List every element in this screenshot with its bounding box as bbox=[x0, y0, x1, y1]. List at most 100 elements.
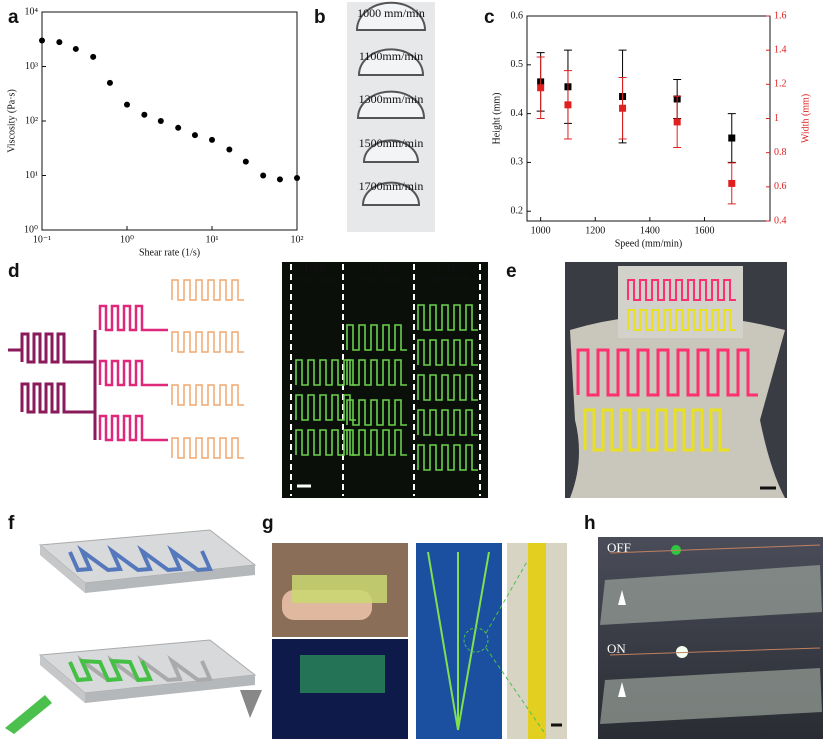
panel-letter: a bbox=[8, 7, 19, 28]
x-tick-label: 10² bbox=[291, 234, 304, 245]
speed-label: mm/min bbox=[361, 271, 402, 285]
y2-axis-label: Width (mm) bbox=[800, 94, 811, 143]
light-path bbox=[427, 551, 459, 731]
device bbox=[292, 575, 387, 603]
droplet bbox=[362, 139, 420, 163]
point bbox=[106, 79, 113, 86]
panel-letter: d bbox=[8, 261, 20, 282]
fluorescent-channel bbox=[417, 374, 478, 401]
yellow-channel bbox=[627, 309, 736, 331]
channel bbox=[148, 328, 168, 442]
marker bbox=[618, 590, 626, 605]
fluorescent-channel bbox=[417, 409, 478, 436]
x-axis-label: Speed (mm/min) bbox=[615, 238, 683, 249]
state-label: ON bbox=[607, 641, 626, 656]
point bbox=[242, 158, 249, 165]
point bbox=[124, 101, 130, 108]
fluorescent-channel bbox=[346, 399, 407, 426]
fluorescent-channel bbox=[295, 429, 356, 456]
y-axis-label: Height (mm) bbox=[491, 93, 502, 145]
red-channel bbox=[627, 279, 736, 301]
fluorescent-channel bbox=[295, 359, 356, 386]
speed-label: 1000 mm/min bbox=[357, 6, 425, 20]
point bbox=[619, 104, 627, 112]
channel-filled bbox=[68, 658, 153, 683]
arrow-out bbox=[240, 690, 262, 718]
speed-label: 1500. bbox=[436, 260, 463, 274]
y2-tick-label: 0.6 bbox=[774, 181, 787, 192]
plot-frame bbox=[41, 11, 298, 231]
speed-label: 1500mm/min bbox=[359, 136, 424, 150]
fluorescent-channel bbox=[417, 339, 478, 366]
y-tick-label: 0.6 bbox=[511, 10, 524, 21]
channel bbox=[98, 304, 148, 332]
channel bbox=[98, 359, 148, 387]
point bbox=[72, 45, 79, 52]
membrane bbox=[570, 315, 785, 498]
yellow-channel bbox=[583, 408, 729, 452]
y2-tick-label: 1 bbox=[774, 113, 779, 124]
speed-label: 1300. bbox=[368, 260, 395, 274]
speed-label: mm/min bbox=[429, 271, 470, 285]
panel-letter: e bbox=[506, 261, 517, 282]
speed-label: 1000. bbox=[304, 260, 331, 274]
point bbox=[728, 134, 736, 142]
wire bbox=[609, 544, 821, 656]
y-tick-label: 10⁴ bbox=[25, 6, 39, 17]
y-tick-label: 0.4 bbox=[511, 108, 524, 119]
channel bbox=[171, 384, 244, 406]
speed-label: mm/min bbox=[297, 271, 338, 285]
fluorescent-channel bbox=[417, 304, 478, 331]
droplet bbox=[361, 181, 421, 206]
fluorescent-channel bbox=[417, 444, 478, 471]
fiber bbox=[528, 543, 546, 739]
channel bbox=[98, 414, 148, 442]
speed-label: 1700mm/min bbox=[359, 179, 424, 193]
point bbox=[260, 172, 267, 179]
y2-tick-label: 0.4 bbox=[774, 215, 787, 226]
point bbox=[157, 118, 164, 124]
point bbox=[564, 101, 572, 109]
droplet bbox=[355, 1, 427, 31]
channel bbox=[20, 382, 70, 414]
slab bbox=[600, 565, 822, 625]
y-tick-label: 10¹ bbox=[25, 170, 38, 181]
light-path bbox=[457, 551, 490, 731]
y-tick-label: 10⁰ bbox=[24, 224, 38, 235]
fluorescent-channel bbox=[346, 429, 407, 456]
panel-letter: c bbox=[484, 7, 495, 28]
point bbox=[209, 136, 215, 143]
point bbox=[90, 53, 97, 60]
x-tick-label: 10⁰ bbox=[120, 234, 134, 245]
plate-edge bbox=[85, 565, 255, 593]
fluorescent-channel bbox=[346, 324, 407, 351]
droplet bbox=[356, 90, 426, 119]
point bbox=[276, 176, 283, 183]
channel bbox=[20, 332, 70, 364]
point bbox=[728, 179, 736, 187]
y2-tick-label: 0.8 bbox=[774, 147, 787, 158]
arrow-in bbox=[5, 695, 52, 734]
y-tick-label: 10² bbox=[25, 115, 38, 126]
point bbox=[191, 132, 198, 139]
x-tick-label: 10¹ bbox=[206, 234, 219, 245]
channel bbox=[171, 331, 244, 353]
point bbox=[537, 84, 545, 92]
y2-tick-label: 1.2 bbox=[774, 79, 787, 90]
membrane-top bbox=[618, 266, 743, 338]
y-tick-label: 10³ bbox=[25, 61, 38, 72]
y-tick-label: 0.2 bbox=[511, 206, 524, 217]
point bbox=[226, 146, 233, 153]
state-label: OFF bbox=[607, 540, 631, 555]
x-tick-label: 10⁻¹ bbox=[33, 234, 51, 245]
zoom-line bbox=[485, 647, 547, 736]
fluorescent-channel bbox=[295, 394, 356, 421]
fluorescent-channel bbox=[346, 359, 407, 386]
x-tick-label: 1000 bbox=[531, 225, 551, 236]
speed-label: 1300mm/min bbox=[359, 92, 424, 106]
channel bbox=[171, 437, 244, 459]
zoom-circle bbox=[463, 627, 489, 653]
plate-edge bbox=[40, 545, 85, 593]
